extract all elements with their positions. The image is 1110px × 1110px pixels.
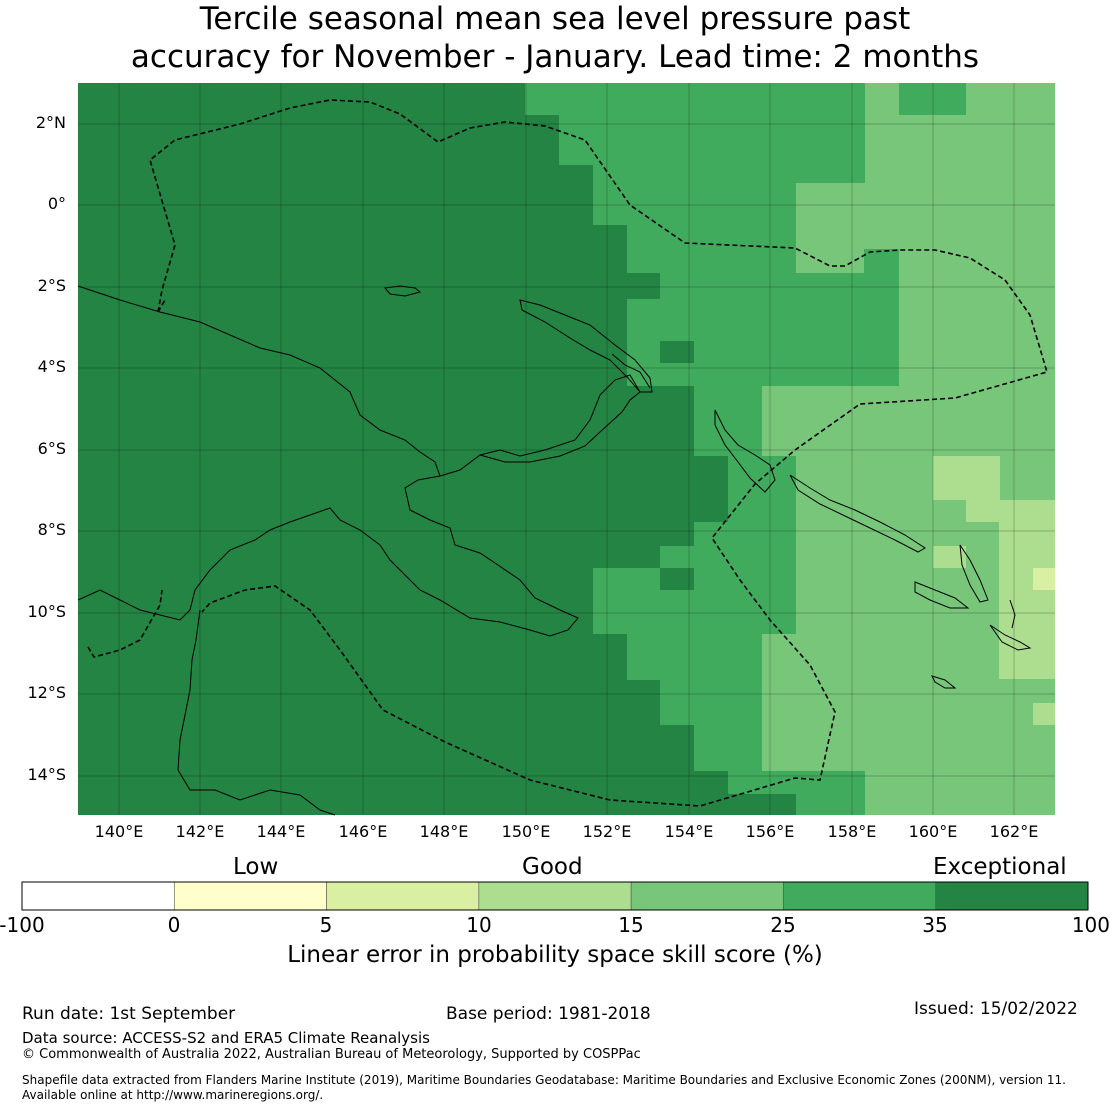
title-line-1: Tercile seasonal mean sea level pressure…: [199, 1, 911, 37]
lon-label: 162°E: [989, 822, 1039, 841]
title-line-2: accuracy for November - January. Lead ti…: [130, 39, 980, 75]
png-eez-boundary: [149, 99, 1048, 807]
new-britain-coast: [519, 299, 653, 393]
colorbar-tick: 10: [466, 913, 492, 937]
map-title: Tercile seasonal mean sea level pressure…: [0, 0, 1110, 76]
solomon-islands-coast: [789, 474, 926, 553]
issued-date: Issued: 15/02/2022: [914, 999, 1078, 1019]
lon-label: 158°E: [827, 822, 877, 841]
guadalcanal-coast: [914, 581, 970, 609]
colorbar-swatch: [783, 881, 937, 911]
colorbar-caption: Linear error in probability space skill …: [287, 942, 823, 968]
west-boundary: [87, 589, 163, 658]
lon-label: 154°E: [664, 822, 714, 841]
aus-png-boundary: [157, 299, 166, 313]
lat-label: 14°S: [27, 765, 66, 784]
skill-band-35-100-patches: [593, 273, 796, 815]
legend-category-exceptional: Exceptional: [933, 854, 1067, 880]
run-date: Run date: 1st September: [22, 1004, 236, 1024]
legend-category-good: Good: [522, 854, 583, 880]
lat-label: 2°N: [35, 113, 66, 132]
lon-label: 148°E: [419, 822, 469, 841]
eez-boundaries: [87, 99, 1048, 807]
lat-label: 4°S: [37, 357, 66, 376]
colorbar-swatch: [21, 881, 175, 911]
copyright: © Commonwealth of Australia 2022, Austra…: [22, 1047, 641, 1062]
new-ireland-coast: [611, 353, 651, 389]
colorbar-swatch: [935, 881, 1089, 911]
colorbar-tick: 0: [167, 913, 181, 937]
shapefile-credit-line-1: Shapefile data extracted from Flanders M…: [22, 1073, 1066, 1087]
lon-label: 152°E: [582, 822, 632, 841]
colorbar-tick: -100: [0, 913, 45, 937]
colorbar-swatch: [173, 881, 327, 911]
legend-category-low: Low: [233, 854, 279, 880]
lat-label: 10°S: [27, 602, 66, 621]
new-guinea-coast: [77, 285, 579, 637]
colorbar-tick: 35: [922, 913, 948, 937]
data-source: Data source: ACCESS-S2 and ERA5 Climate …: [22, 1029, 430, 1047]
makira-coast: [989, 624, 1032, 651]
australia-coast: [177, 609, 336, 816]
lon-label: 142°E: [175, 822, 225, 841]
colorbar-tick: 5: [319, 913, 333, 937]
skill-band-35-100-ne: [899, 83, 966, 115]
coastlines: [77, 285, 1032, 816]
rennell-coast: [931, 675, 957, 689]
papuan-peninsula-coast: [439, 374, 641, 477]
lon-label: 140°E: [94, 822, 144, 841]
colorbar-swatch: [630, 881, 784, 911]
malaita-coast: [959, 544, 989, 603]
colorbar-frame: [21, 881, 1089, 911]
colorbar-swatches: [21, 881, 1089, 911]
bougainville-coast: [714, 409, 776, 493]
skill-band-5-10: [1033, 568, 1055, 590]
colorbar-tick: 15: [618, 913, 644, 937]
lat-label: 6°S: [37, 439, 66, 458]
lat-label: 2°S: [37, 276, 66, 295]
shapefile-credit-line-2: Available online at http://www.marinereg…: [22, 1088, 324, 1102]
lon-label: 144°E: [256, 822, 306, 841]
vanuatu-torres-coast: [1009, 599, 1016, 629]
colorbar-tick: 25: [770, 913, 796, 937]
colorbar-tick: 100: [1071, 913, 1110, 937]
colorbar-swatch: [478, 881, 632, 911]
lat-label: 12°S: [27, 683, 66, 702]
colorbar-swatch: [326, 881, 480, 911]
lon-label: 150°E: [501, 822, 551, 841]
lon-label: 146°E: [338, 822, 388, 841]
lon-label: 156°E: [745, 822, 795, 841]
skill-band-10-15: [933, 456, 1055, 725]
manus-coast: [384, 285, 422, 297]
lat-label: 8°S: [37, 520, 66, 539]
base-period: Base period: 1981-2018: [446, 1004, 651, 1024]
lat-label: 0°: [47, 194, 66, 213]
lon-label: 160°E: [908, 822, 958, 841]
